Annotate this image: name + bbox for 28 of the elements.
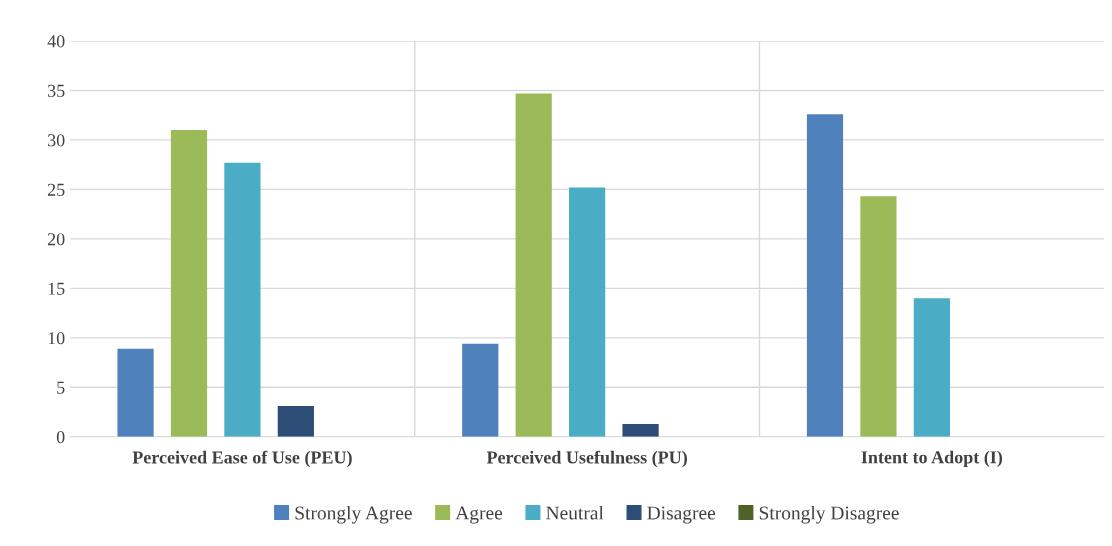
- bar: [515, 93, 552, 437]
- x-tick-label: Perceived Ease of Use (PEU): [132, 450, 352, 468]
- legend-label: Agree: [455, 506, 503, 524]
- y-tick-label: 30: [48, 134, 65, 147]
- y-tick-label: 40: [47, 35, 65, 48]
- y-tick-label: 0: [56, 431, 65, 444]
- legend-label: Strongly Agree: [295, 505, 412, 524]
- legend-label: Neutral: [546, 505, 604, 520]
- legend-label: Strongly Disagree: [759, 505, 899, 524]
- y-tick-label: 10: [48, 332, 65, 345]
- bar: [806, 114, 844, 437]
- bar: [117, 348, 154, 437]
- x-tick-label: Intent to Adopt (I): [861, 450, 1003, 468]
- y-tick-label: 25: [47, 183, 65, 196]
- y-tick-label: 20: [47, 233, 65, 246]
- x-tick-label: Perceived Usefulness (PU): [486, 450, 687, 468]
- bar: [860, 196, 897, 437]
- bar: [569, 187, 606, 437]
- bar: [462, 343, 499, 437]
- y-tick-label: 5: [57, 381, 65, 394]
- bar: [224, 162, 261, 437]
- y-tick-label: 15: [48, 282, 65, 295]
- legend-label: Disagree: [647, 506, 716, 524]
- y-tick-label: 35: [48, 84, 65, 97]
- bar: [277, 406, 314, 437]
- bar: [622, 423, 659, 437]
- bar: [913, 298, 950, 437]
- bar: [170, 130, 208, 437]
